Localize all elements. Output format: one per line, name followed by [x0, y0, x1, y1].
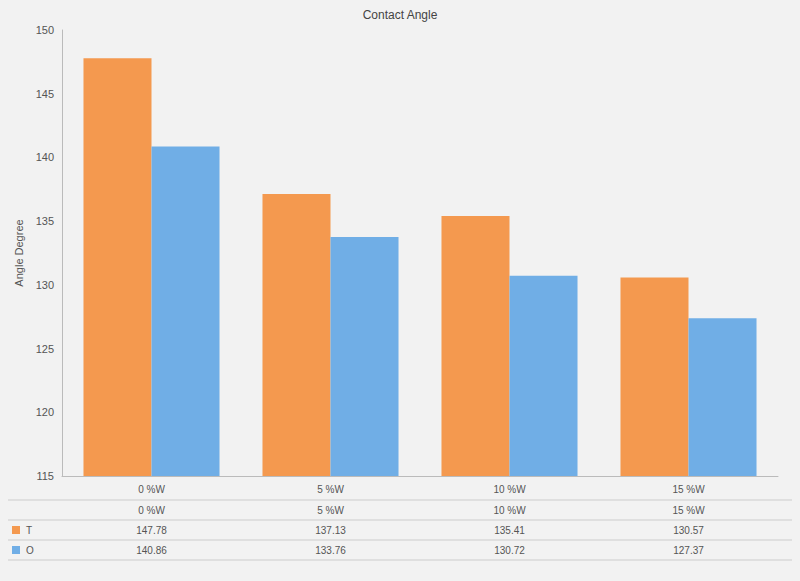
svg-text:10 %W: 10 %W [493, 484, 526, 495]
svg-text:10 %W: 10 %W [493, 505, 526, 516]
svg-text:15 %W: 15 %W [672, 484, 705, 495]
svg-text:133.76: 133.76 [315, 545, 346, 556]
svg-text:130.72: 130.72 [494, 545, 525, 556]
svg-text:Angle Degree: Angle Degree [13, 219, 25, 286]
svg-text:135.41: 135.41 [494, 525, 525, 536]
svg-text:5 %W: 5 %W [317, 484, 344, 495]
svg-text:127.37: 127.37 [673, 545, 704, 556]
svg-text:5 %W: 5 %W [317, 505, 344, 516]
svg-text:T: T [26, 525, 32, 536]
svg-text:140.86: 140.86 [136, 545, 167, 556]
svg-text:135: 135 [36, 215, 54, 227]
svg-text:120: 120 [36, 406, 54, 418]
svg-text:0 %W: 0 %W [138, 484, 165, 495]
svg-text:Contact Angle: Contact Angle [363, 8, 438, 22]
svg-text:137.13: 137.13 [315, 525, 346, 536]
svg-text:125: 125 [36, 343, 54, 355]
svg-text:130.57: 130.57 [673, 525, 704, 536]
svg-text:150: 150 [36, 24, 54, 36]
svg-text:O: O [26, 545, 34, 556]
svg-text:147.78: 147.78 [136, 525, 167, 536]
svg-text:0 %W: 0 %W [138, 505, 165, 516]
svg-text:145: 145 [36, 88, 54, 100]
svg-text:130: 130 [36, 279, 54, 291]
svg-text:115: 115 [36, 470, 54, 482]
svg-text:140: 140 [36, 151, 54, 163]
svg-text:15 %W: 15 %W [672, 505, 705, 516]
